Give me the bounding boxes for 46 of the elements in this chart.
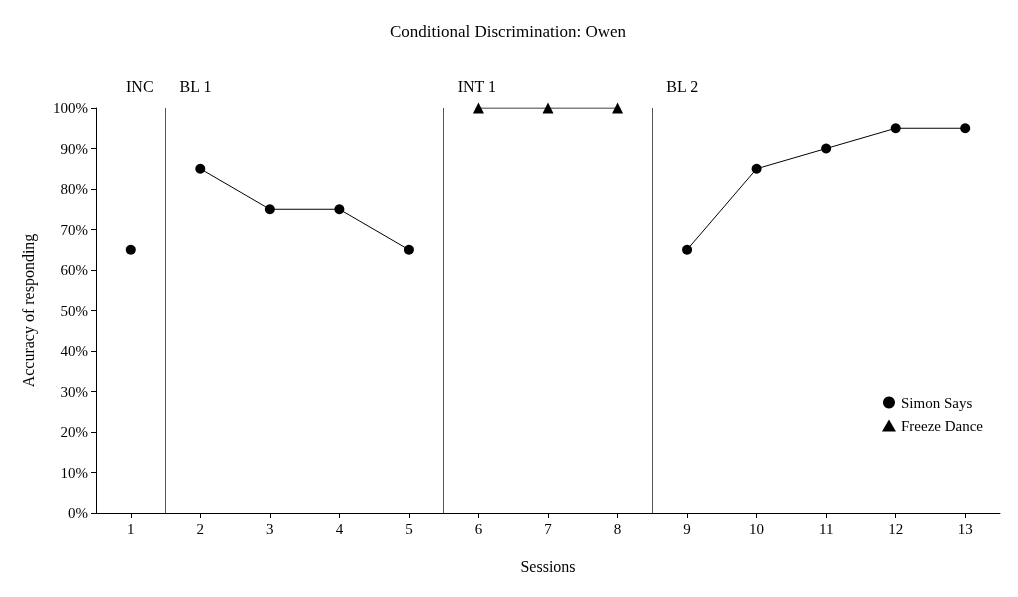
point bbox=[195, 163, 206, 174]
text: INC bbox=[126, 77, 154, 95]
x-tick-label: 4 bbox=[335, 520, 344, 537]
x-tick-label: 9 bbox=[683, 520, 691, 537]
x-tick-label: 1 bbox=[127, 520, 135, 537]
y-tick-label: 40% bbox=[60, 343, 88, 359]
y-tick-label: 100% bbox=[53, 100, 88, 116]
y-axis-title: Accuracy of responding bbox=[19, 233, 38, 388]
x-tick-label: 3 bbox=[266, 520, 274, 537]
point bbox=[125, 244, 136, 255]
x-tick-label: 7 bbox=[544, 520, 553, 537]
x-tick-label: 5 bbox=[405, 520, 413, 537]
point bbox=[682, 244, 693, 255]
chart-title: Conditional Discrimination: Owen bbox=[389, 22, 627, 41]
x-tick-label: 2 bbox=[196, 520, 205, 537]
ref-line-label: BL 1 bbox=[179, 77, 212, 95]
y-tick-label: 0% bbox=[68, 505, 88, 521]
y-tick-label: 70% bbox=[60, 221, 88, 238]
point bbox=[264, 204, 275, 215]
point bbox=[751, 163, 762, 174]
y-tick-label: 20% bbox=[60, 424, 88, 440]
point bbox=[960, 123, 971, 134]
x-tick-label: 6 bbox=[474, 520, 483, 537]
y-tick-label: 30% bbox=[60, 383, 88, 400]
y-tick-label: 80% bbox=[60, 181, 88, 197]
point bbox=[821, 143, 832, 154]
y-tick-label: 10% bbox=[60, 464, 88, 481]
y-tick-label: 50% bbox=[60, 302, 88, 319]
x-tick-label: 12 bbox=[888, 520, 904, 537]
legend-label: Freeze Dance bbox=[900, 417, 984, 434]
point bbox=[334, 204, 345, 215]
y-tick-label: 60% bbox=[60, 262, 88, 278]
legend-label: Simon Says bbox=[900, 394, 973, 411]
ref-line-label: INT 1 bbox=[457, 77, 497, 95]
x-tick-label: 8 bbox=[613, 520, 622, 537]
x-tick-label: 10 bbox=[749, 520, 765, 537]
point bbox=[403, 244, 414, 255]
x-tick-label: 11 bbox=[818, 520, 834, 537]
x-axis-title: Sessions bbox=[520, 557, 576, 575]
point bbox=[542, 102, 554, 114]
point bbox=[472, 102, 484, 114]
point bbox=[890, 123, 901, 134]
y-tick-label: 90% bbox=[60, 140, 88, 157]
x-tick-label: 13 bbox=[957, 520, 973, 537]
point bbox=[612, 102, 624, 114]
ref-line-label: BL 2 bbox=[666, 77, 699, 95]
